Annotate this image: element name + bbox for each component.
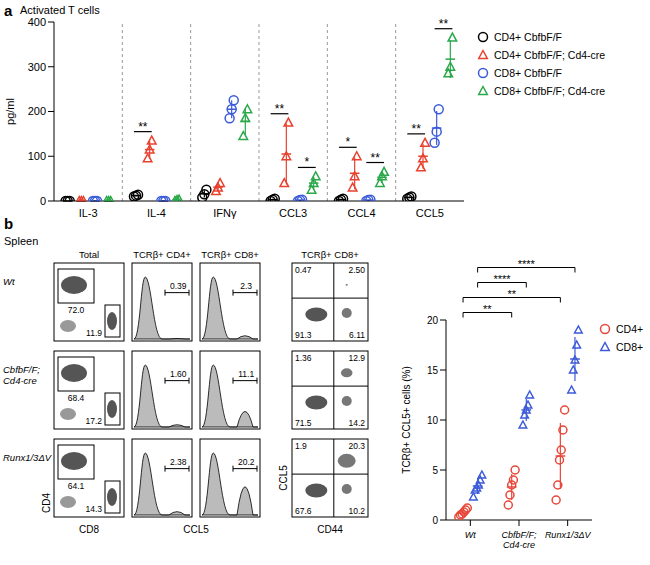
svg-text:****: ****	[518, 258, 536, 270]
svg-text:**: **	[411, 122, 421, 136]
html-text:Activated T cells: Activated T cells	[20, 4, 100, 16]
svg-text:Total: Total	[79, 249, 99, 260]
html-text:CD8+ CbfbF/F: CD8+ CbfbF/F	[494, 67, 562, 80]
svg-text:0.39: 0.39	[170, 281, 187, 291]
svg-text:CCL5: CCL5	[416, 207, 444, 219]
html-text:CD4+ CbfbF/F; Cd4-cre: CD4+ CbfbF/F; Cd4-cre	[494, 49, 606, 62]
svg-text:IL-3: IL-3	[79, 207, 98, 219]
svg-text:**: **	[439, 17, 449, 31]
svg-text:14.2: 14.2	[348, 418, 365, 428]
svg-text:****: ****	[493, 273, 511, 285]
svg-text:Runx1/3ΔV: Runx1/3ΔV	[545, 530, 592, 540]
svg-text:CCL5: CCL5	[183, 524, 209, 535]
svg-text:2.38: 2.38	[170, 457, 187, 467]
svg-text:CD44: CD44	[317, 524, 343, 535]
svg-text:b: b	[8, 215, 13, 232]
html-text:CD8+ CbfbF/F; Cd4-cre: CD8+ CbfbF/F; Cd4-cre	[494, 85, 606, 98]
svg-text:67.6: 67.6	[295, 506, 312, 516]
svg-text:CCL5: CCL5	[278, 465, 289, 491]
svg-text:CbfbF/F;Cd4-cre: CbfbF/F;Cd4-cre	[8, 364, 40, 386]
svg-text:400: 400	[28, 16, 46, 28]
svg-text:Spleen: Spleen	[8, 235, 38, 247]
svg-text:Runx1/3ΔV: Runx1/3ΔV	[8, 452, 53, 463]
svg-text:**: **	[370, 151, 380, 165]
svg-text:5: 5	[432, 465, 438, 476]
svg-text:*: *	[304, 155, 309, 169]
svg-text:0: 0	[432, 515, 438, 526]
svg-text:**: **	[483, 303, 492, 315]
svg-text:20.3: 20.3	[348, 441, 365, 451]
svg-text:71.5: 71.5	[295, 418, 312, 428]
svg-text:Wt: Wt	[465, 530, 476, 540]
svg-text:**: **	[138, 120, 148, 134]
svg-text:17.2: 17.2	[85, 416, 102, 426]
svg-text:300: 300	[28, 61, 46, 73]
svg-text:2.50: 2.50	[348, 265, 365, 275]
svg-text:TCRβ+ CD8+: TCRβ+ CD8+	[301, 249, 359, 260]
svg-text:1.36: 1.36	[295, 353, 312, 363]
svg-text:CCL3: CCL3	[279, 207, 307, 219]
svg-text:20.2: 20.2	[238, 457, 255, 467]
svg-text:12.9: 12.9	[348, 353, 365, 363]
svg-text:IFNγ: IFNγ	[213, 207, 237, 219]
svg-text:1.60: 1.60	[170, 369, 187, 379]
svg-text:11.1: 11.1	[238, 369, 254, 379]
svg-text:TCRβ+ CCL5+ cells (%): TCRβ+ CCL5+ cells (%)	[401, 366, 412, 473]
svg-text:20: 20	[427, 315, 439, 326]
svg-text:TCRβ+ CD8+: TCRβ+ CD8+	[201, 249, 259, 260]
svg-text:*: *	[345, 135, 350, 149]
svg-text:0.47: 0.47	[295, 265, 312, 275]
svg-text:**: **	[275, 102, 285, 116]
html-text:CD4+: CD4+	[616, 323, 644, 336]
svg-text:11.9: 11.9	[86, 328, 102, 338]
svg-text:Wt: Wt	[8, 276, 15, 287]
svg-text:0: 0	[40, 195, 46, 207]
svg-text:72.0: 72.0	[68, 305, 85, 315]
svg-text:**: **	[507, 288, 516, 300]
svg-text:1.9: 1.9	[295, 441, 307, 451]
svg-text:pg/ml: pg/ml	[8, 98, 16, 125]
svg-text:10: 10	[427, 415, 439, 426]
svg-text:CD8: CD8	[79, 524, 99, 535]
svg-text:2.3: 2.3	[240, 281, 252, 291]
svg-text:CD4: CD4	[41, 493, 52, 513]
svg-text:CbfbF/F;Cd4-cre: CbfbF/F;Cd4-cre	[501, 530, 537, 550]
html-text:CD8+: CD8+	[616, 341, 644, 354]
html-text:a: a	[4, 2, 13, 19]
svg-text:91.3: 91.3	[295, 330, 312, 340]
svg-text:68.4: 68.4	[68, 393, 85, 403]
svg-text:64.1: 64.1	[68, 481, 85, 491]
svg-text:TCRβ+ CD4+: TCRβ+ CD4+	[133, 249, 191, 260]
svg-text:CCL4: CCL4	[347, 207, 375, 219]
svg-text:6.11: 6.11	[349, 330, 365, 340]
svg-text:200: 200	[28, 105, 46, 117]
svg-text:10.2: 10.2	[348, 506, 365, 516]
html-text:CD4+ CbfbF/F: CD4+ CbfbF/F	[494, 31, 562, 44]
svg-text:15: 15	[427, 365, 439, 376]
svg-text:100: 100	[28, 150, 46, 162]
svg-text:IL-4: IL-4	[147, 207, 166, 219]
svg-text:14.3: 14.3	[85, 504, 102, 514]
